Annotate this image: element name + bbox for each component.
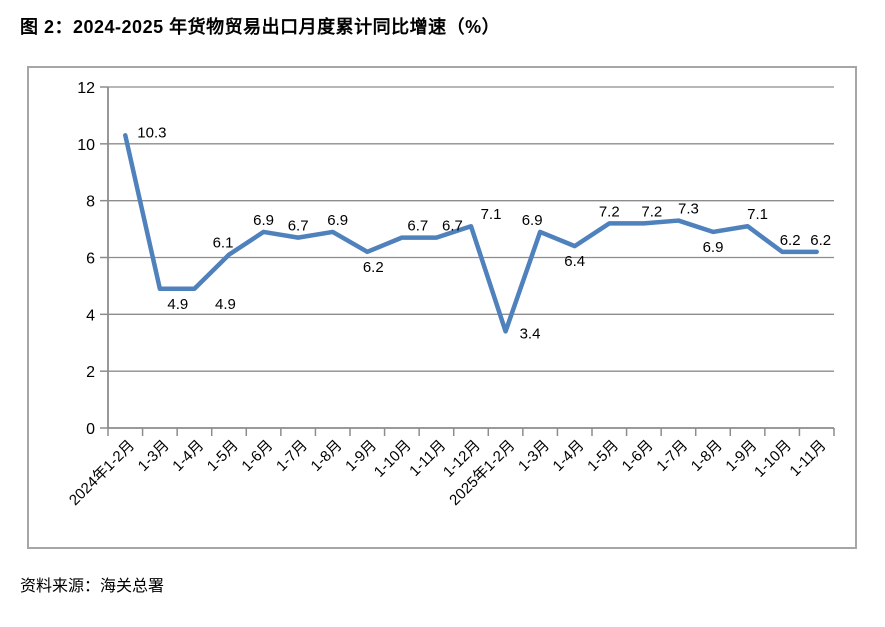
- svg-text:6.7: 6.7: [407, 218, 428, 235]
- svg-text:6: 6: [86, 251, 95, 268]
- chart-frame: 0 2 4 6 8 10 12 2024年1-2月 1-3月 1-4月 1-5月 1-6月 1-7月 1-…: [27, 66, 857, 549]
- svg-text:10.3: 10.3: [137, 124, 166, 141]
- svg-text:6.7: 6.7: [288, 218, 309, 235]
- svg-text:7.3: 7.3: [678, 201, 699, 218]
- svg-text:7.2: 7.2: [599, 203, 620, 220]
- svg-text:6.9: 6.9: [327, 212, 348, 229]
- svg-text:6.7: 6.7: [442, 218, 463, 235]
- svg-text:2: 2: [86, 364, 95, 381]
- svg-text:6.2: 6.2: [363, 259, 384, 276]
- svg-text:3.4: 3.4: [520, 325, 541, 342]
- svg-text:6.9: 6.9: [253, 212, 274, 229]
- svg-text:6.1: 6.1: [213, 235, 234, 252]
- svg-text:7.1: 7.1: [481, 206, 502, 223]
- svg-text:7.2: 7.2: [641, 203, 662, 220]
- svg-text:6.9: 6.9: [522, 212, 543, 229]
- svg-text:0: 0: [86, 421, 95, 438]
- svg-text:6.9: 6.9: [703, 239, 724, 256]
- chart-title: 图 2：2024-2025 年货物贸易出口月度累计同比增速（%）: [20, 17, 501, 37]
- svg-text:8: 8: [86, 194, 95, 211]
- svg-text:6.2: 6.2: [780, 232, 801, 249]
- svg-text:4: 4: [86, 307, 95, 324]
- svg-text:4.9: 4.9: [167, 296, 188, 313]
- svg-text:4.9: 4.9: [215, 296, 236, 313]
- svg-text:6.4: 6.4: [564, 253, 585, 270]
- svg-text:10: 10: [77, 137, 95, 154]
- line-chart: 0246810122024年1-2月1-3月1-4月1-5月1-6月1-7月1-…: [27, 66, 857, 549]
- svg-text:7.1: 7.1: [747, 206, 768, 223]
- svg-text:6.2: 6.2: [810, 232, 831, 249]
- svg-text:12: 12: [77, 80, 95, 97]
- source-note: 资料来源：海关总署: [20, 578, 165, 595]
